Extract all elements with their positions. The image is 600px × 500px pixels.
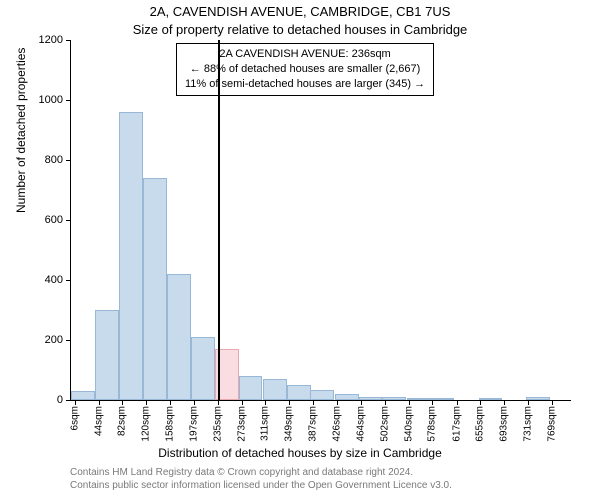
xtick-mark — [75, 400, 76, 405]
marker-line — [218, 40, 220, 400]
xtick-mark — [528, 400, 529, 405]
histogram-bar — [335, 394, 359, 400]
y-axis-label: Number of detached properties — [14, 48, 28, 213]
xtick-label: 464sqm — [356, 406, 367, 442]
ytick-label: 0 — [57, 394, 63, 406]
ytick-label: 1200 — [39, 34, 63, 46]
xtick-label: 540sqm — [403, 406, 414, 442]
xtick-label: 311sqm — [260, 406, 271, 441]
histogram-bar — [526, 397, 550, 400]
histogram-bar — [407, 398, 431, 400]
chart-container: 2A, CAVENDISH AVENUE, CAMBRIDGE, CB1 7US… — [0, 0, 600, 500]
xtick-label: 120sqm — [141, 406, 152, 442]
annotation-line1: 2A CAVENDISH AVENUE: 236sqm — [185, 47, 425, 62]
histogram-bar — [239, 376, 263, 400]
xtick-mark — [99, 400, 100, 405]
xtick-mark — [194, 400, 195, 405]
xtick-mark — [552, 400, 553, 405]
xtick-mark — [289, 400, 290, 405]
xtick-mark — [218, 400, 219, 405]
xtick-label: 158sqm — [164, 406, 175, 442]
histogram-bar — [310, 390, 334, 401]
xtick-mark — [122, 400, 123, 405]
xtick-label: 426sqm — [332, 406, 343, 442]
xtick-mark — [313, 400, 314, 405]
chart-title-line2: Size of property relative to detached ho… — [0, 22, 600, 37]
plot-area: 2A CAVENDISH AVENUE: 236sqm ← 88% of det… — [70, 40, 571, 401]
xtick-label: 578sqm — [427, 406, 438, 442]
footer-line2: Contains public sector information licen… — [70, 479, 452, 492]
xtick-label: 655sqm — [475, 406, 486, 442]
footer-line1: Contains HM Land Registry data © Crown c… — [70, 466, 452, 479]
ytick-mark — [66, 340, 71, 341]
histogram-bar — [479, 398, 503, 400]
ytick-mark — [66, 220, 71, 221]
ytick-mark — [66, 160, 71, 161]
xtick-label: 769sqm — [546, 406, 557, 442]
xtick-mark — [457, 400, 458, 405]
xtick-mark — [146, 400, 147, 405]
xtick-label: 235sqm — [212, 406, 223, 442]
xtick-mark — [409, 400, 410, 405]
ytick-label: 600 — [45, 214, 63, 226]
histogram-bar — [263, 379, 287, 400]
histogram-bar — [382, 397, 406, 400]
ytick-label: 1000 — [39, 94, 63, 106]
annotation-line2: ← 88% of detached houses are smaller (2,… — [185, 62, 425, 77]
x-axis-label: Distribution of detached houses by size … — [0, 446, 600, 460]
xtick-label: 6sqm — [69, 406, 80, 430]
xtick-mark — [480, 400, 481, 405]
xtick-mark — [504, 400, 505, 405]
xtick-mark — [385, 400, 386, 405]
xtick-mark — [170, 400, 171, 405]
ytick-mark — [66, 400, 71, 401]
xtick-label: 387sqm — [307, 406, 318, 442]
xtick-label: 693sqm — [499, 406, 510, 442]
xtick-label: 731sqm — [522, 406, 533, 442]
xtick-label: 44sqm — [93, 406, 104, 436]
histogram-bar — [95, 310, 119, 400]
chart-title-line1: 2A, CAVENDISH AVENUE, CAMBRIDGE, CB1 7US — [0, 4, 600, 19]
histogram-bar — [167, 274, 191, 400]
ytick-mark — [66, 100, 71, 101]
annotation-line3: 11% of semi-detached houses are larger (… — [185, 77, 425, 92]
xtick-label: 617sqm — [451, 406, 462, 442]
xtick-label: 349sqm — [284, 406, 295, 442]
histogram-bar — [287, 385, 311, 400]
xtick-label: 82sqm — [117, 406, 128, 436]
xtick-mark — [361, 400, 362, 405]
xtick-mark — [242, 400, 243, 405]
histogram-bar — [359, 397, 383, 400]
annotation-box: 2A CAVENDISH AVENUE: 236sqm ← 88% of det… — [176, 43, 434, 96]
histogram-bar — [71, 391, 95, 400]
footer-text: Contains HM Land Registry data © Crown c… — [70, 466, 452, 492]
histogram-bar — [430, 398, 454, 400]
ytick-mark — [66, 280, 71, 281]
xtick-label: 502sqm — [379, 406, 390, 442]
ytick-mark — [66, 40, 71, 41]
ytick-label: 800 — [45, 154, 63, 166]
xtick-label: 197sqm — [189, 406, 200, 442]
xtick-mark — [432, 400, 433, 405]
ytick-label: 200 — [45, 334, 63, 346]
xtick-mark — [337, 400, 338, 405]
xtick-label: 273sqm — [236, 406, 247, 442]
histogram-bar — [119, 112, 143, 400]
histogram-bar — [191, 337, 215, 400]
histogram-bar — [143, 178, 167, 400]
xtick-mark — [265, 400, 266, 405]
ytick-label: 400 — [45, 274, 63, 286]
